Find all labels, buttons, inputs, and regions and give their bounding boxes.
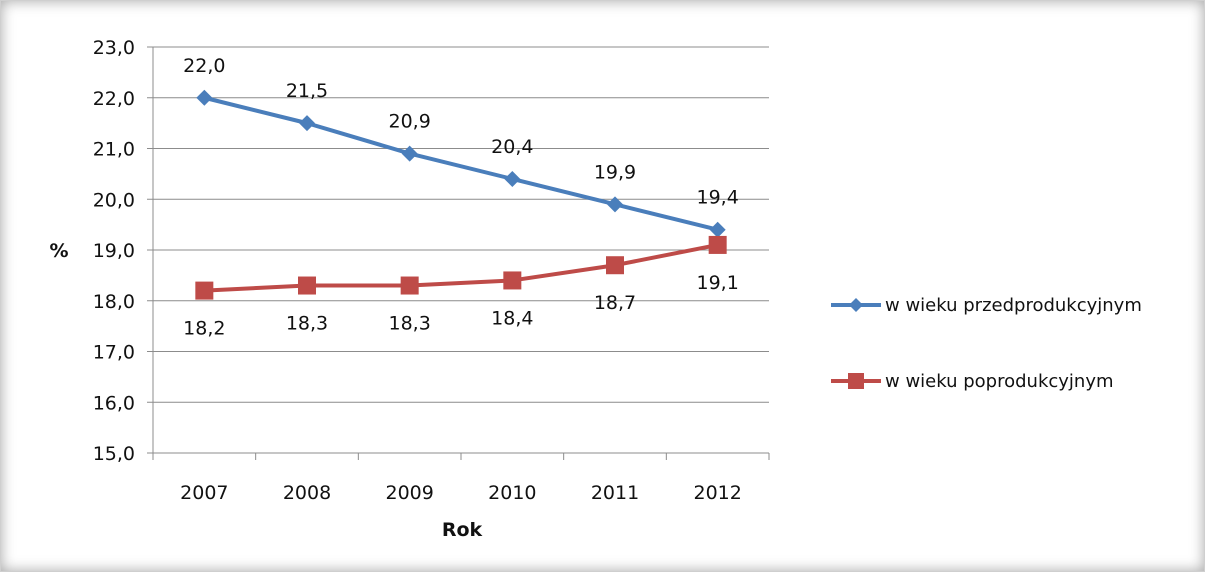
data-label: 19,4 (697, 187, 739, 209)
data-point (504, 170, 521, 187)
y-axis-title: % (49, 240, 68, 262)
y-tick-label: 23,0 (93, 37, 135, 59)
data-point (709, 221, 726, 238)
x-tick-label: 2010 (488, 482, 536, 504)
data-label: 22,0 (183, 55, 225, 77)
data-label: 20,4 (491, 136, 533, 158)
data-label: 18,4 (491, 307, 533, 329)
data-point (196, 89, 213, 106)
y-tick-label: 20,0 (93, 189, 135, 211)
y-tick-label: 17,0 (93, 342, 135, 364)
gridlines (153, 46, 769, 454)
y-tick-label: 19,0 (93, 240, 135, 262)
y-tick-label: 18,0 (93, 291, 135, 313)
legend-label: w wieku poprodukcyjnym (885, 371, 1114, 392)
legend-label: w wieku przedprodukcyjnym (885, 295, 1142, 316)
x-tick-label: 2007 (180, 482, 228, 504)
data-point (503, 271, 522, 290)
x-axis-ticks: 2007 2008 2009 2010 2011 2012 (152, 453, 770, 504)
data-point (708, 235, 727, 254)
data-label: 18,7 (594, 292, 636, 314)
data-label: 21,5 (286, 80, 328, 102)
legend-marker (849, 298, 863, 312)
x-tick-label: 2011 (591, 482, 639, 504)
legend-marker (848, 373, 864, 389)
x-axis-title: Rok (442, 519, 483, 541)
x-tick-label: 2008 (283, 482, 331, 504)
y-tick-label: 22,0 (93, 88, 135, 110)
series-line (203, 95, 719, 232)
data-point (607, 196, 623, 213)
data-point (606, 256, 624, 275)
data-point (400, 276, 419, 295)
x-tick-label: 2009 (385, 482, 433, 504)
y-axis-ticks: 15,0 16,0 17,0 18,0 19,0 20,0 21,0 22,0 23,0 (93, 37, 154, 465)
data-label: 18,3 (389, 313, 431, 335)
x-tick-label: 2012 (693, 482, 741, 504)
data-label: 18,3 (286, 313, 328, 335)
y-tick-label: 15,0 (93, 443, 135, 465)
data-label: 18,2 (183, 318, 225, 340)
data-label: 19,1 (697, 272, 739, 294)
legend: w wieku przedprodukcyjnym w wieku poprodu… (831, 295, 1142, 392)
data-labels: 22,0 21,5 20,9 20,4 19,9 19,4 18,2 18,3 18,3 18,4… (183, 55, 739, 340)
series-group (195, 89, 727, 300)
data-label: 19,9 (594, 161, 636, 183)
data-point (299, 115, 315, 132)
data-label: 20,9 (389, 111, 431, 133)
data-point (195, 281, 214, 300)
data-point (401, 145, 418, 162)
series-line (204, 242, 719, 293)
data-point (298, 276, 316, 295)
y-tick-label: 21,0 (93, 139, 135, 161)
y-tick-label: 16,0 (93, 392, 135, 414)
